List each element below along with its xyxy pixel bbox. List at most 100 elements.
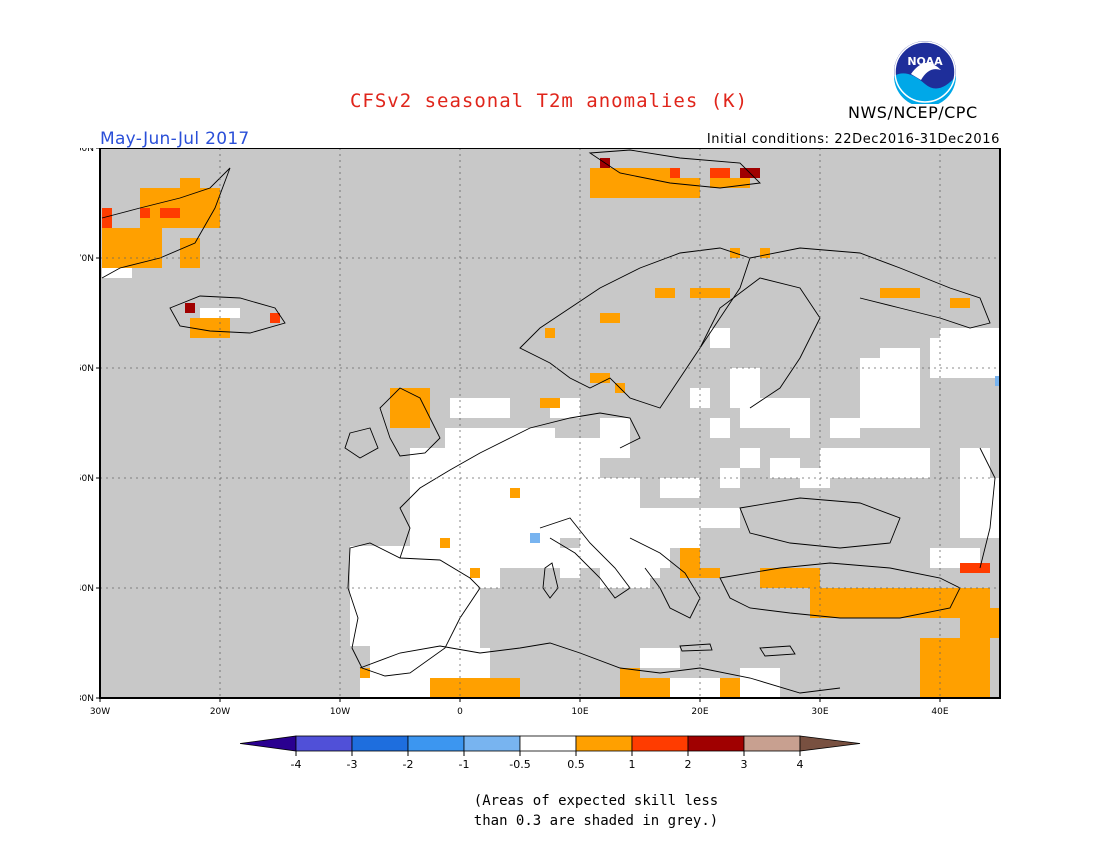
grid-cell — [950, 298, 970, 308]
logo-text: NOAA — [907, 55, 943, 68]
grid-cell — [510, 488, 520, 498]
lat-tick-label: 40N — [80, 584, 94, 594]
grid-cell — [530, 548, 550, 568]
footnote-line-1: (Areas of expected skill less — [473, 793, 719, 809]
grid-cell — [160, 208, 180, 218]
colorbar-segment — [351, 735, 409, 752]
coastline — [344, 427, 379, 459]
anomaly-cells — [102, 158, 1000, 698]
lat-tick-label: 80N — [80, 148, 94, 154]
grid-cell — [640, 508, 700, 548]
grid-cell — [190, 318, 230, 338]
colorbar-segment — [575, 735, 633, 752]
grid-cell — [600, 418, 630, 458]
grid-cell — [590, 488, 620, 538]
colorbar-tick-label: 3 — [741, 758, 748, 771]
coastline — [379, 387, 441, 457]
coastline — [169, 295, 286, 334]
coastline — [699, 277, 821, 409]
map-frame — [99, 148, 1001, 699]
grid-cell — [700, 568, 720, 578]
grid-cell — [740, 448, 760, 468]
colorbar-tick-label: 1 — [629, 758, 636, 771]
map-title: CFSv2 seasonal T2m anomalies (K) — [349, 90, 749, 112]
longitude-ticks: 30W 20W 10W 0 10E 20E 30E 40E — [90, 698, 949, 717]
grid-cell — [360, 668, 370, 678]
grid-cell — [720, 678, 740, 698]
colorbar-segment — [631, 735, 689, 752]
colorbar-tick-label: 4 — [797, 758, 804, 771]
grid-cell — [660, 678, 730, 698]
grid-cell — [430, 678, 520, 698]
colorbar-low-arrow — [240, 735, 297, 752]
lon-tick-label: 0 — [457, 707, 463, 717]
footnote-line-2: than 0.3 are shaded in grey.) — [473, 813, 719, 829]
grid-cell — [770, 458, 800, 478]
grid-cell — [710, 168, 730, 178]
grid-cell — [560, 548, 580, 578]
coastline — [399, 412, 641, 559]
lon-tick-label: 10W — [330, 707, 350, 717]
coastline — [679, 643, 713, 652]
grid-cell — [102, 208, 112, 228]
grid-cell — [620, 668, 640, 698]
grid-cell — [680, 548, 700, 578]
grid-cell — [995, 376, 1000, 386]
grid-cell — [445, 428, 555, 468]
grid-cell — [730, 368, 760, 408]
latitude-ticks: 80N 70N 60N 50N 40N 30N — [80, 148, 100, 704]
lon-tick-label: 10E — [571, 707, 588, 717]
lon-tick-label: 40E — [931, 707, 948, 717]
colorbar-tick-label: -0.5 — [509, 758, 530, 771]
coastline — [347, 542, 481, 677]
coastline — [101, 167, 231, 279]
coastline — [519, 247, 751, 409]
colorbar-segment — [687, 735, 745, 752]
anomaly-map: 30W 20W 10W 0 10E 20E 30E 40E 80N 70N 60N 50N 40N 30… — [80, 148, 1001, 717]
grid-cell — [740, 668, 780, 698]
grid-cell — [660, 178, 700, 198]
grid-cell — [530, 533, 540, 543]
grid-cell — [600, 568, 650, 588]
grid-cell — [670, 168, 680, 178]
grid-cell — [590, 168, 670, 198]
grid-cell — [185, 303, 195, 313]
colorbar-tick-label: -1 — [459, 758, 470, 771]
grid-cell — [590, 373, 610, 383]
lon-tick-label: 20W — [210, 707, 230, 717]
colorbar-tick-label: -3 — [347, 758, 358, 771]
grid-cell — [200, 308, 240, 318]
coastline — [588, 149, 761, 189]
colorbar-tick-label: -2 — [403, 758, 414, 771]
grid-cell — [710, 328, 730, 348]
grid-cell — [400, 568, 500, 588]
colorbar-high-arrow — [799, 735, 861, 752]
grid-cell — [660, 478, 700, 498]
grid-cell — [870, 598, 910, 618]
lat-tick-label: 60N — [80, 364, 94, 374]
coastline — [719, 562, 961, 619]
coastline — [749, 247, 991, 329]
grid-cell — [140, 208, 150, 218]
grid-cell — [440, 538, 450, 548]
grid-cell — [640, 648, 680, 668]
colorbar-tick-label: 0.5 — [567, 758, 585, 771]
grid-cell — [940, 328, 1000, 348]
grid-cell — [655, 288, 675, 298]
coastline — [759, 645, 796, 657]
grid-cell — [690, 288, 730, 298]
colorbar-segment — [743, 735, 801, 752]
color-scale: -4 -3 -2 -1 -0.5 0.5 1 2 3 4 — [240, 735, 861, 771]
skill-footnote: (Areas of expected skill less than 0.3 a… — [0, 791, 1100, 831]
grid-cell — [760, 568, 820, 588]
grid-cell — [760, 248, 770, 258]
noaa-logo: NOAA — [894, 41, 956, 104]
grid-cell — [960, 563, 990, 573]
colorbar-tick-label: -4 — [291, 758, 302, 771]
grid-cell — [270, 313, 280, 323]
grid-cell — [700, 508, 740, 528]
grid-cell — [640, 678, 670, 698]
grid-cell — [545, 328, 555, 338]
coastline — [739, 497, 901, 549]
colorbar-segment — [463, 735, 521, 752]
